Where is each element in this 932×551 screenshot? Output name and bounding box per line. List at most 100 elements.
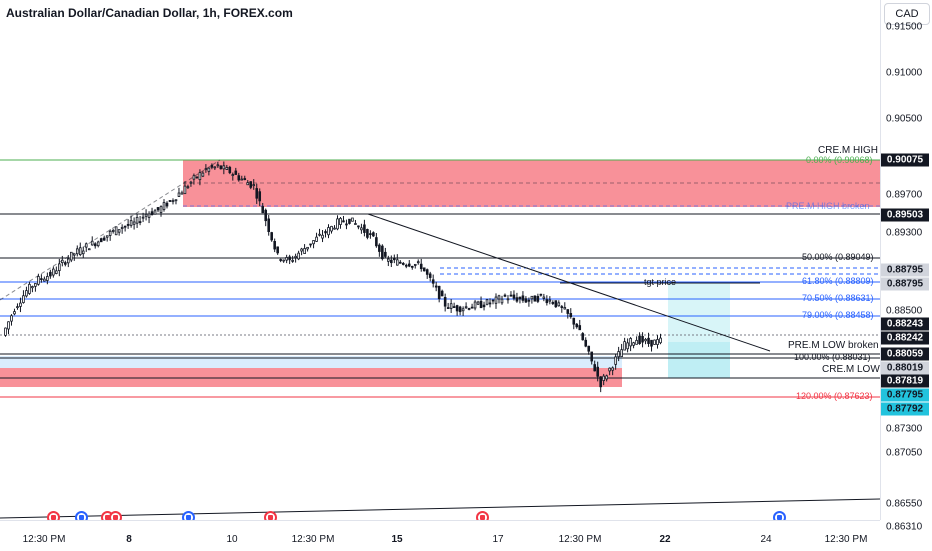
time-label: 17 [492,534,504,545]
candle-body [527,299,531,302]
candle-body [240,178,244,181]
candle-body [204,168,208,171]
supply-zone [183,160,880,207]
candle-body [458,306,462,313]
event-icon-ca[interactable] [476,511,489,520]
candle-body [351,217,354,222]
candle-body [497,295,501,300]
candle-body [509,294,513,297]
candle-body [216,164,220,167]
time-label: 12:30 PM [22,534,66,545]
event-icon-au[interactable] [773,511,786,520]
candle-body [37,276,40,285]
candle-body [449,303,453,309]
candle-body [294,255,297,258]
candle-body [635,339,638,345]
candle-body [78,247,82,256]
candle-body [425,269,429,275]
candle-body [246,182,250,186]
candle-body [4,327,7,336]
candle-body [231,174,235,176]
candle-body [276,246,279,254]
candle-body [64,262,67,265]
candle-body [201,172,205,177]
candle-body [384,251,387,257]
target-zone [668,282,730,342]
price-tag: 0.88795 [881,263,929,277]
candle-body [75,248,79,255]
candle-body [431,279,435,284]
candle-body [186,186,190,189]
candle-body [557,302,561,307]
event-icon-ca[interactable] [264,511,277,520]
candle-body [7,321,10,330]
candle-body [623,341,626,351]
candle-body [120,226,124,229]
candle-body [192,175,196,180]
candle-body [61,259,64,264]
event-icon-ca[interactable] [109,511,122,520]
candle-body [476,301,480,305]
candle-body [19,302,22,307]
price-tick: 0.89300 [886,227,923,239]
candle-body [279,259,282,261]
candle-body [300,248,303,252]
price-tick: 0.86310 [886,521,923,533]
candle-body [653,339,656,345]
candle-body [177,192,181,197]
candle-body [434,285,438,288]
currency-button[interactable]: CAD [884,3,930,25]
time-axis[interactable] [0,520,880,551]
target-zone-lower [668,342,730,378]
candle-body [470,306,474,309]
label-fib-705: 70.50% (0.88631) [802,293,874,303]
candle-body [488,302,492,305]
candle-body [614,356,617,365]
candle-body [291,259,294,262]
candle-body [398,261,402,264]
candle-body [309,243,312,246]
candle-body [446,307,450,309]
chart-area[interactable]: Australian Dollar/Canadian Dollar, 1h, F… [0,0,880,520]
price-axis[interactable] [880,0,932,520]
candle-body [40,278,43,281]
price-tag: 0.89503 [881,208,929,222]
chart-title: Australian Dollar/Canadian Dollar, 1h, F… [6,6,293,20]
candle-body [605,375,608,380]
label-fib-100: 100.00% (0.88031) [794,352,871,362]
candle-body [464,306,468,309]
event-icon-ca[interactable] [47,511,60,520]
candle-body [545,299,549,304]
candle-body [536,296,540,302]
chart-canvas[interactable] [0,0,880,520]
price-tag: 0.88019 [881,361,929,375]
label-fib-50: 50.00% (0.89049) [802,252,874,262]
time-label: 15 [391,534,403,545]
candle-body [13,311,16,315]
candle-body [144,213,148,217]
candle-body [297,252,300,260]
candle-body [569,313,573,318]
candle-body [506,298,510,301]
candle-body [437,285,441,300]
candle-body [357,225,360,228]
candle-body [111,230,115,232]
candle-body [96,241,100,247]
candle-body [321,234,324,239]
candle-body [324,231,327,234]
candle-body [342,220,345,223]
candle-body [596,366,599,377]
event-icon-au[interactable] [75,511,88,520]
candle-body [168,200,172,202]
candle-body [363,224,366,233]
candle-body [58,263,61,271]
candle-body [213,166,217,169]
candle-body [647,337,650,344]
candle-body [183,185,187,195]
candle-body [234,170,238,175]
candle-body [285,257,288,261]
price-tick: 0.88500 [886,305,923,317]
event-icon-au[interactable] [182,511,195,520]
candle-body [407,263,411,267]
candle-body [70,251,73,261]
